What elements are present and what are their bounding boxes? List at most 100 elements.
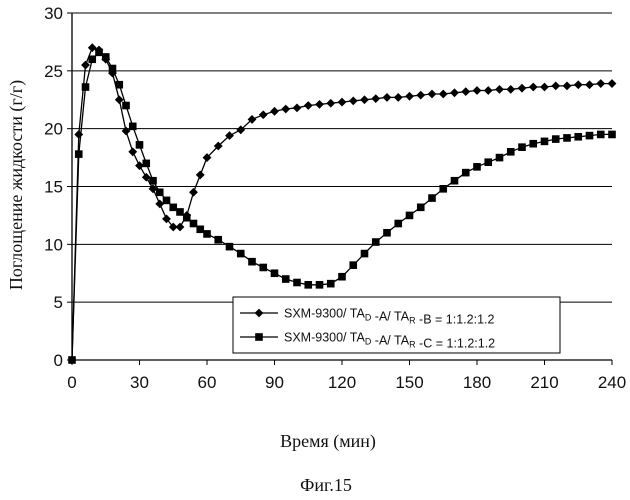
series-2-point-35	[372, 238, 380, 246]
series-1-point-44	[473, 86, 482, 95]
y-tick-label-0: 0	[54, 351, 63, 370]
series-1-point-26	[270, 107, 279, 116]
series-2-point-25	[259, 264, 267, 272]
series-2-point-10	[136, 141, 144, 149]
series-1-point-25	[259, 110, 268, 119]
series-2-point-18	[190, 220, 198, 228]
series-2-point-20	[203, 230, 211, 238]
series-2-point-55	[597, 131, 605, 139]
series-2-point-6	[109, 65, 117, 73]
series-2-point-44	[473, 163, 481, 171]
series-2-point-23	[237, 250, 245, 258]
x-axis-label: Время (мин)	[280, 431, 376, 452]
series-2-point-1	[75, 150, 83, 158]
series-1-point-39	[416, 91, 425, 100]
series-2-point-19	[196, 225, 204, 233]
series-1-point-51	[551, 81, 560, 90]
series-1-point-45	[484, 86, 493, 95]
series-1-point-29	[304, 101, 313, 110]
series-2-point-12	[149, 177, 157, 185]
series-2-point-22	[226, 243, 234, 251]
series-1-point-47	[506, 85, 515, 94]
x-tick-label-5: 150	[395, 373, 423, 392]
series-2-point-26	[271, 269, 279, 277]
series-2-point-9	[129, 123, 137, 131]
series-2-point-48	[518, 143, 526, 151]
series-1-point-55	[596, 79, 605, 88]
y-tick-label-1: 5	[54, 293, 63, 312]
series-2-point-24	[248, 258, 256, 266]
series-2-point-50	[541, 138, 549, 146]
series-1-point-28	[293, 103, 302, 112]
series-1-point-19	[196, 171, 205, 180]
series-1-point-1	[74, 130, 83, 139]
series-1-point-36	[383, 93, 392, 102]
series-2-point-46	[496, 154, 504, 162]
x-tick-label-0: 0	[67, 373, 76, 392]
series-2-point-49	[529, 140, 537, 148]
series-2-point-47	[507, 148, 515, 156]
series-2-point-53	[574, 133, 582, 141]
series-2-point-16	[176, 208, 184, 216]
x-tick-label-1: 30	[130, 373, 149, 392]
series-2-point-43	[462, 169, 470, 177]
series-2-point-52	[563, 134, 571, 142]
x-ticks: 0306090120150180210240	[67, 360, 626, 392]
series-1-point-52	[563, 81, 572, 90]
series-1-point-16	[176, 223, 185, 232]
series-2-point-56	[608, 131, 616, 139]
x-tick-label-2: 60	[198, 373, 217, 392]
series-2-point-41	[439, 185, 447, 193]
series-2-point-54	[586, 132, 594, 140]
series-2-point-34	[361, 250, 369, 258]
series-1-point-30	[315, 100, 324, 109]
grid	[72, 13, 612, 302]
series-2-point-31	[327, 280, 335, 288]
series-2-point-3	[88, 55, 96, 63]
series-2-point-39	[417, 204, 425, 212]
series-1-point-46	[495, 85, 504, 94]
series-1-point-27	[281, 105, 290, 114]
series-2-point-32	[338, 273, 346, 281]
series-2-point-11	[142, 160, 150, 168]
figure-caption: Фиг.15	[300, 475, 352, 495]
series-2-point-21	[214, 236, 222, 244]
series-2-point-42	[451, 177, 459, 185]
series-2-point-17	[183, 214, 191, 222]
x-tick-label-7: 210	[530, 373, 558, 392]
x-tick-label-6: 180	[463, 373, 491, 392]
series-1-point-56	[608, 79, 617, 88]
series-2-point-45	[484, 158, 492, 166]
y-tick-label-6: 30	[44, 4, 63, 23]
series-2-point-8	[122, 102, 130, 110]
series-2-point-28	[293, 279, 301, 287]
series-1-point-48	[518, 84, 527, 93]
x-tick-label-3: 90	[265, 373, 284, 392]
series-2-point-30	[316, 281, 324, 289]
series-1-point-41	[439, 90, 448, 99]
series-1-point-40	[428, 90, 437, 99]
series-1-point-43	[461, 87, 470, 96]
series-2-point-13	[156, 188, 164, 196]
y-tick-label-4: 20	[44, 120, 63, 139]
series-2-point-40	[428, 194, 436, 202]
series-2-point-36	[383, 229, 391, 237]
y-tick-label-3: 15	[44, 178, 63, 197]
x-tick-label-4: 120	[328, 373, 356, 392]
series-1-point-53	[574, 80, 583, 89]
series-1-point-37	[394, 93, 403, 102]
series-1-point-34	[360, 95, 369, 104]
series-1-point-33	[349, 97, 358, 106]
series-2-point-7	[115, 81, 123, 89]
series-2-point-4	[95, 49, 103, 57]
series-1-point-54	[585, 80, 594, 89]
series-2-point-51	[552, 135, 560, 143]
series-1-point-42	[450, 88, 459, 97]
series-2-point-37	[394, 220, 402, 228]
legend-marker-2	[255, 333, 263, 341]
series-1-point-49	[529, 83, 538, 92]
series-2-point-5	[102, 53, 110, 61]
series-2-point-14	[163, 197, 171, 205]
legend: SXM-9300/ TAD -A/ TAR -B = 1:1.2:1.2SXM-…	[233, 297, 560, 353]
